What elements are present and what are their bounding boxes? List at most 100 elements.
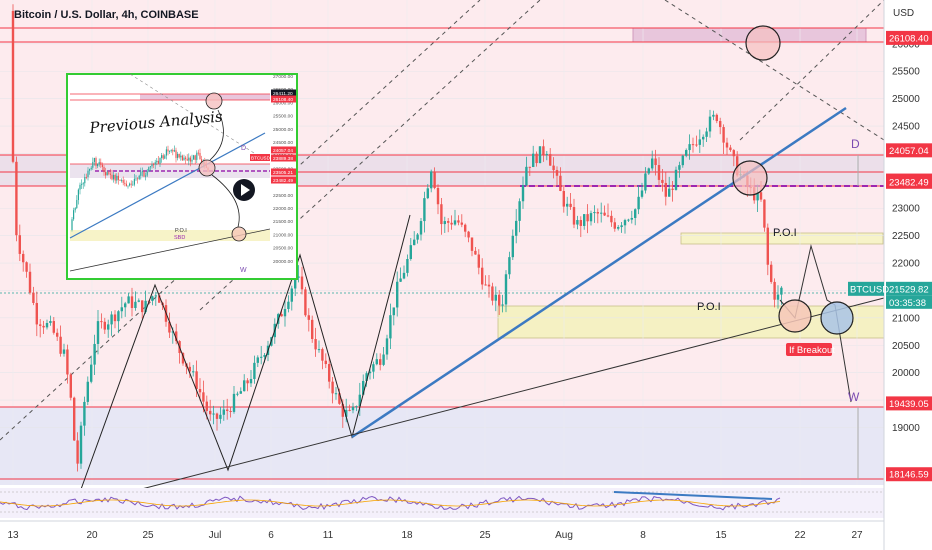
inset-candle: [183, 154, 185, 161]
svg-text:23505.21: 23505.21: [273, 170, 293, 176]
inset-candle: [146, 169, 148, 178]
candle: [15, 156, 18, 242]
candle: [45, 319, 49, 330]
inset-y-tick: 25500.00: [273, 114, 293, 120]
candle: [719, 117, 722, 135]
candle: [246, 378, 249, 392]
candle: [382, 347, 385, 367]
candle: [436, 184, 440, 215]
poi-label-upper: P.O.I: [773, 227, 797, 239]
inset-y-tick: 21500.00: [273, 219, 293, 225]
inset-candle: [181, 154, 183, 162]
svg-text:18146.59: 18146.59: [889, 470, 929, 481]
candles: [11, 4, 783, 472]
candle: [715, 113, 718, 124]
candle: [423, 191, 426, 233]
candle: [385, 334, 389, 360]
inset-candle: [132, 180, 134, 186]
rising-trendline-blue: [351, 106, 847, 439]
inset-sbd: SBD: [174, 235, 185, 241]
inset-candle: [100, 158, 102, 168]
candle: [494, 286, 497, 312]
candle: [297, 265, 300, 283]
candle: [362, 374, 365, 396]
candle: [107, 319, 110, 338]
candle: [399, 267, 402, 282]
candle: [562, 187, 565, 213]
candle: [763, 199, 766, 232]
candle: [209, 399, 212, 421]
inset-candle: [116, 173, 118, 184]
candle: [617, 225, 620, 231]
x-tick-label: 27: [851, 530, 863, 541]
candle: [372, 361, 375, 379]
candle: [181, 352, 185, 366]
candle: [249, 370, 253, 387]
candle: [328, 357, 331, 389]
y-tick-label: 20000: [892, 368, 920, 379]
candle: [406, 254, 409, 277]
candle: [130, 287, 134, 317]
candle: [566, 196, 569, 216]
candle: [620, 221, 623, 233]
inset-candle: [106, 170, 108, 176]
candle: [324, 353, 327, 369]
inset-candle: [74, 207, 76, 213]
candle: [583, 214, 586, 230]
price-axis[interactable]: 1900019500200002050021000215002200022500…: [892, 39, 920, 434]
inset-price-tag: 26411.20: [271, 89, 296, 97]
inset-candle: [85, 173, 87, 180]
inset-candle: [125, 180, 127, 187]
candle: [630, 210, 633, 224]
candle: [552, 157, 555, 179]
inset-y-tick: 22500.00: [273, 193, 293, 199]
time-axis[interactable]: 13 20 25 Jul 6 11 18 25 Aug 8 15 22 27: [7, 530, 863, 541]
candle: [229, 406, 232, 418]
candle: [640, 182, 644, 199]
circle-poi-red: [778, 299, 812, 333]
inset-candle: [124, 179, 126, 187]
candle: [596, 208, 599, 224]
inset-y-tick: 26000.00: [273, 100, 293, 106]
candle: [491, 282, 494, 306]
support-trendline: [129, 297, 885, 493]
candle: [300, 266, 304, 295]
candle: [443, 216, 446, 233]
candle: [521, 176, 525, 209]
candle: [555, 166, 559, 187]
candle: [654, 149, 657, 176]
candle: [708, 109, 712, 138]
candle: [484, 275, 487, 286]
lower-blue-zone: [0, 407, 884, 485]
candle: [668, 176, 671, 197]
candle: [440, 198, 443, 235]
candle: [236, 391, 239, 397]
candle: [637, 185, 640, 215]
candle: [770, 261, 773, 284]
candle: [416, 233, 419, 244]
inset-candle: [141, 167, 143, 177]
candle: [311, 315, 314, 343]
candle: [253, 355, 256, 384]
candle: [776, 285, 780, 309]
candle: [450, 215, 453, 230]
inset-candle: [92, 157, 94, 170]
inset-y-tick: 27000.00: [273, 74, 293, 80]
candle: [572, 198, 576, 229]
y-tick-label: 25000: [892, 94, 920, 105]
inset-candle: [130, 180, 132, 188]
inset-candle: [193, 154, 195, 160]
x-tick-label: 20: [86, 530, 98, 541]
candle: [25, 261, 28, 278]
candle: [154, 291, 157, 306]
candle: [348, 404, 351, 412]
y-tick-label: 23000: [892, 204, 920, 215]
candle: [695, 135, 698, 147]
candle: [525, 156, 528, 187]
inset-candle: [90, 165, 92, 171]
candle: [634, 208, 637, 226]
candle: [603, 205, 606, 216]
inset-candle: [117, 172, 119, 185]
candle: [725, 137, 729, 156]
candle: [103, 317, 106, 334]
